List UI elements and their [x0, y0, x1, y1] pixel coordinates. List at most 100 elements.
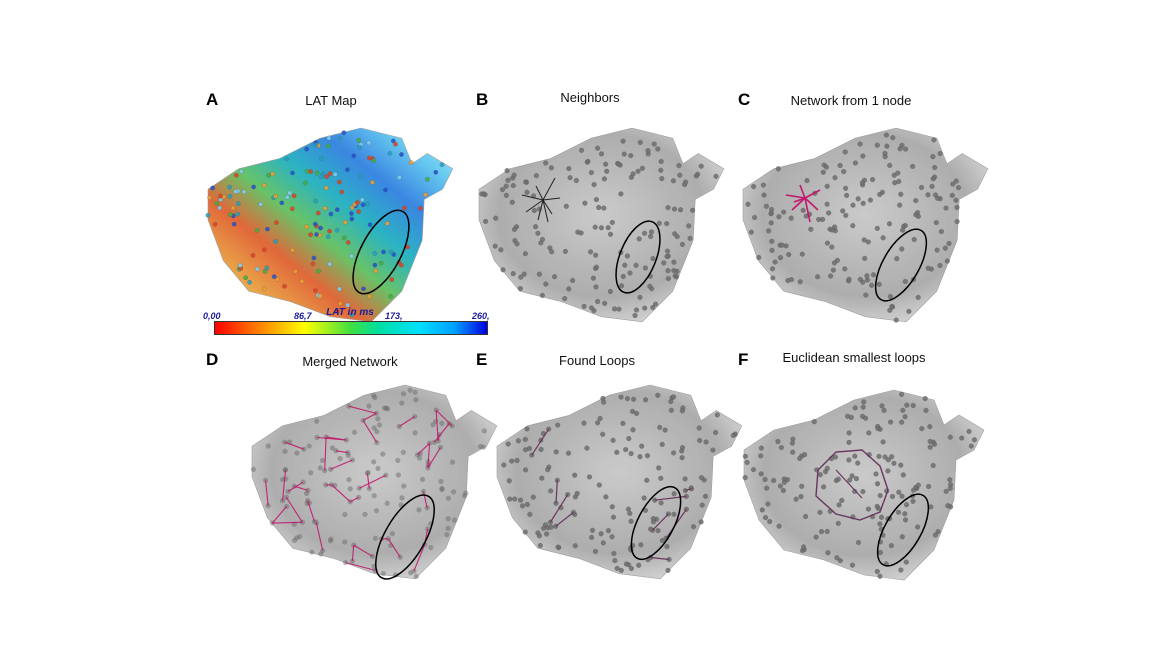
merged-edge [335, 450, 348, 454]
node-b [493, 215, 499, 221]
node-a [349, 211, 354, 216]
node-b [603, 161, 609, 167]
node-f [852, 488, 858, 494]
node-c [897, 202, 903, 208]
node-c [852, 160, 858, 166]
loop-edge [555, 480, 558, 504]
node-c [899, 246, 905, 252]
colorbar-tick-2: 173, [385, 311, 403, 321]
node-c [799, 251, 805, 257]
node-b [633, 262, 639, 268]
node-a [393, 141, 398, 147]
node-e [530, 494, 536, 500]
node-b [683, 179, 689, 185]
node-e [659, 537, 665, 544]
node-a [387, 151, 393, 156]
node-e [625, 506, 631, 512]
node-e [539, 475, 545, 481]
node-a [318, 293, 324, 299]
node-d [439, 487, 445, 493]
node-e [650, 516, 656, 522]
node-a [359, 197, 365, 203]
node-a [311, 255, 317, 261]
node-f [750, 467, 757, 473]
node-e [623, 561, 629, 567]
node-c [864, 277, 870, 283]
node-d [398, 502, 404, 508]
network-edge [799, 184, 806, 199]
node-f [889, 454, 895, 460]
node-a [334, 308, 340, 314]
node-a [287, 190, 293, 196]
node-f [927, 438, 933, 444]
node-a [282, 283, 287, 289]
node-a [388, 294, 394, 299]
node-c [769, 266, 776, 272]
panel-letter-c: C [738, 90, 751, 109]
merged-edge [353, 544, 373, 557]
node-a [389, 277, 395, 282]
node-a [299, 278, 305, 284]
node-c [870, 177, 876, 183]
node-a [227, 193, 233, 199]
node-b [620, 273, 626, 280]
node-a [266, 172, 272, 178]
node-c [768, 210, 774, 216]
node-d [420, 476, 426, 482]
neighbor-edge [542, 199, 553, 215]
node-a [274, 220, 279, 225]
node-b [673, 274, 680, 280]
node-d [342, 511, 348, 518]
node-e [636, 562, 642, 568]
node-c [869, 282, 875, 288]
node-b [642, 305, 648, 311]
node-e [524, 426, 530, 432]
node-d [342, 539, 348, 545]
node-b [686, 223, 692, 229]
node-f [899, 391, 905, 397]
node-a [318, 225, 323, 231]
node-b [627, 270, 633, 276]
mesh-a [207, 127, 454, 323]
node-a [365, 201, 371, 207]
node-c [937, 150, 943, 157]
merged-edge [282, 469, 287, 501]
node-b [650, 256, 656, 262]
node-a [231, 221, 237, 227]
node-f [793, 496, 799, 502]
node-b [593, 197, 599, 203]
node-c [826, 210, 832, 216]
node-c [874, 225, 880, 231]
node-f [880, 439, 886, 445]
smallest-loop-chord [835, 469, 863, 499]
node-f [877, 549, 883, 556]
node-b [511, 172, 517, 178]
node-e [668, 399, 674, 405]
node-a [341, 130, 347, 136]
node-b [664, 248, 671, 254]
node-e [506, 478, 512, 484]
node-f [758, 445, 764, 451]
node-f [802, 452, 808, 458]
node-e [671, 450, 677, 456]
node-f [874, 481, 881, 487]
node-a [325, 143, 331, 149]
node-b [517, 285, 523, 292]
node-c [788, 215, 794, 221]
node-c [850, 202, 856, 208]
merged-edge [413, 544, 426, 572]
node-c [840, 208, 846, 214]
node-f [947, 485, 953, 491]
node-b [622, 262, 628, 268]
node-d [250, 466, 256, 472]
node-f [777, 483, 783, 489]
node-f [922, 396, 928, 402]
node-e [690, 524, 697, 530]
node-a [399, 152, 404, 157]
node-a [207, 195, 213, 201]
node-e [572, 472, 578, 478]
node-f [898, 567, 904, 573]
node-f [824, 528, 830, 535]
network-edge [804, 197, 819, 211]
node-b [510, 271, 516, 277]
